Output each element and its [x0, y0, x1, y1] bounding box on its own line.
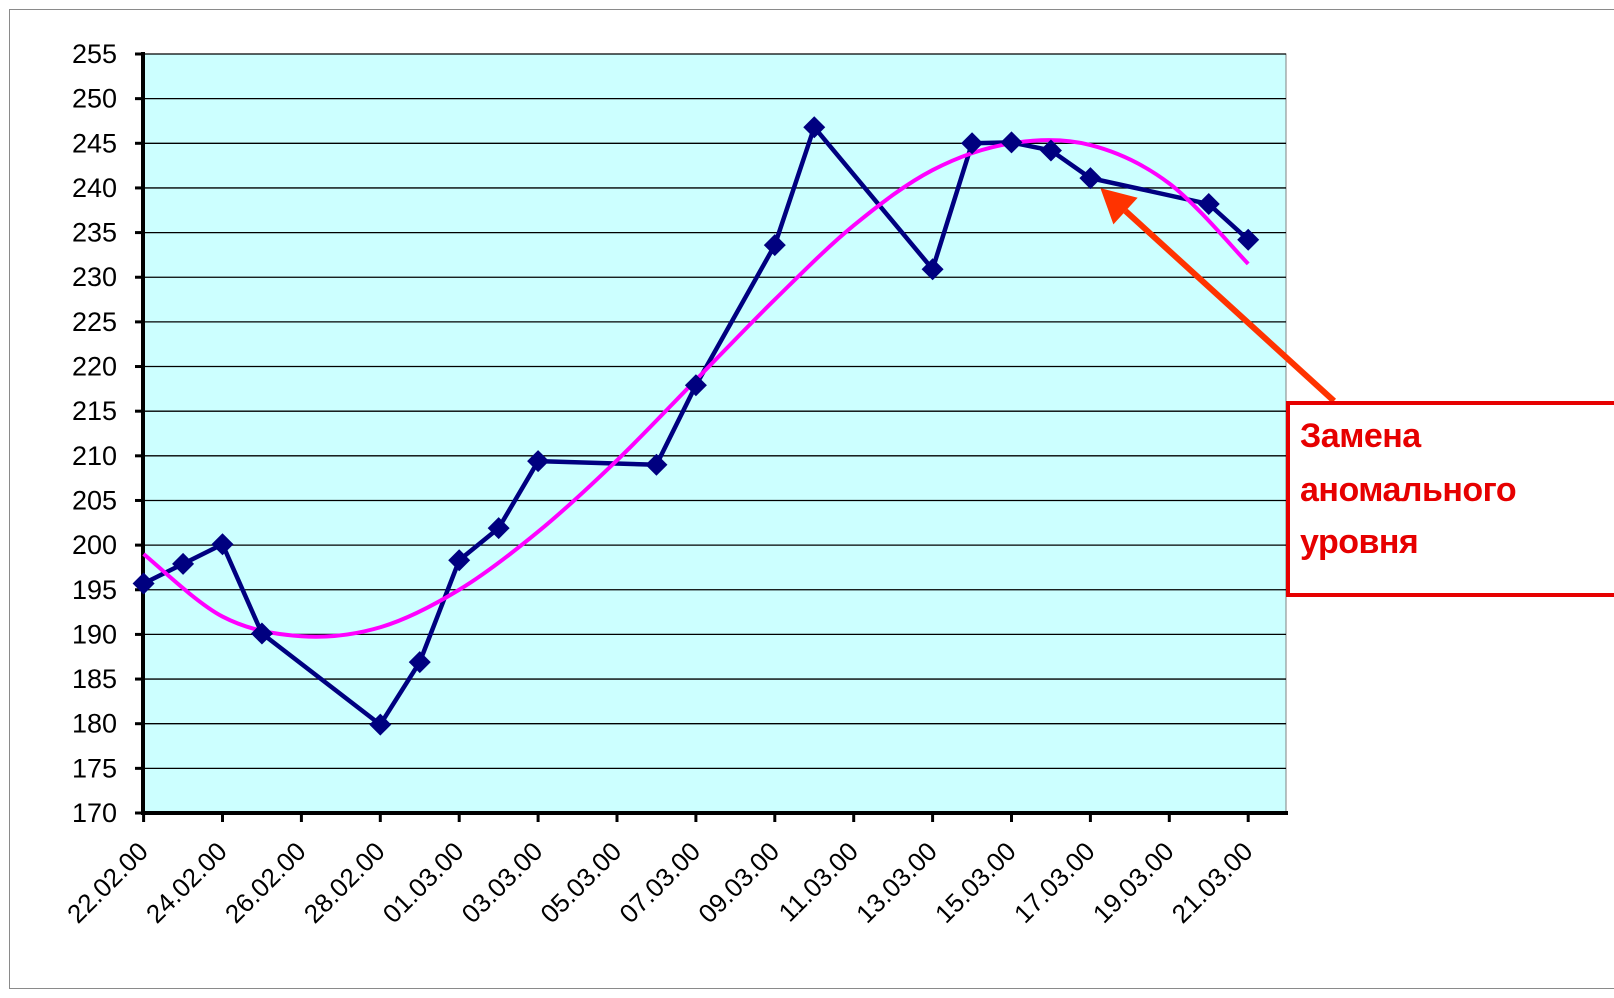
- data-point-marker: [645, 453, 668, 476]
- x-tick-label: 17.03.00: [1008, 836, 1101, 929]
- y-tick-label: 205: [72, 485, 117, 515]
- y-tick-label: 185: [72, 664, 117, 694]
- y-tick-label: 245: [72, 128, 117, 158]
- data-point-marker: [1197, 193, 1220, 216]
- x-tick-label: 13.03.00: [850, 836, 943, 929]
- x-tick-label: 01.03.00: [377, 836, 470, 929]
- x-tick-label: 19.03.00: [1087, 836, 1180, 929]
- data-point-marker: [763, 234, 786, 257]
- y-tick-label: 240: [72, 173, 117, 203]
- data-point-marker: [961, 132, 984, 155]
- x-tick-label: 24.02.00: [140, 836, 233, 929]
- y-tick-label: 175: [72, 753, 117, 783]
- data-point-marker: [1237, 228, 1260, 251]
- annotation-arrow-head: [1100, 188, 1138, 225]
- data-point-marker: [527, 450, 550, 473]
- annotation-box: Замена аномального уровня: [1286, 401, 1614, 597]
- data-point-marker: [369, 713, 392, 736]
- data-point-marker: [172, 552, 195, 575]
- x-tick-label: 11.03.00: [773, 836, 864, 927]
- data-point-marker: [1079, 167, 1102, 190]
- y-tick-label: 215: [72, 396, 117, 426]
- data-point-marker: [211, 533, 234, 556]
- data-point-marker: [250, 622, 273, 645]
- x-tick-label: 15.03.00: [929, 836, 1022, 929]
- x-tick-label: 07.03.00: [613, 836, 706, 929]
- annotation-arrow-shaft: [1123, 208, 1337, 404]
- x-tick-label: 26.02.00: [219, 836, 312, 929]
- y-tick-label: 180: [72, 709, 117, 739]
- y-tick-label: 210: [72, 441, 117, 471]
- plot-area: [142, 53, 1287, 814]
- data-point-marker: [921, 258, 944, 281]
- y-tick-label: 195: [72, 575, 117, 605]
- annotation-line-3: уровня: [1300, 523, 1419, 561]
- data-point-marker: [448, 549, 471, 572]
- y-tick-label: 225: [72, 307, 117, 337]
- data-point-marker: [803, 116, 826, 139]
- y-tick-label: 170: [72, 798, 117, 828]
- y-tick-label: 200: [72, 530, 117, 560]
- data-point-marker: [1039, 139, 1062, 162]
- data-point-marker: [408, 651, 431, 674]
- data-point-marker: [684, 374, 707, 397]
- y-tick-label: 230: [72, 262, 117, 292]
- data-point-marker: [132, 572, 155, 595]
- x-tick-label: 21.03.00: [1166, 836, 1259, 929]
- x-tick-label: 22.02.00: [61, 836, 154, 929]
- x-tick-label: 05.03.00: [534, 836, 627, 929]
- y-tick-label: 220: [72, 352, 117, 382]
- annotation-line-1: Замена: [1300, 417, 1421, 455]
- y-tick-label: 255: [72, 39, 117, 69]
- y-tick-label: 235: [72, 218, 117, 248]
- data-point-marker: [487, 517, 510, 540]
- chart-frame: [9, 9, 1614, 989]
- x-tick-label: 09.03.00: [692, 836, 785, 929]
- x-tick-label: 03.03.00: [456, 836, 549, 929]
- y-tick-label: 190: [72, 619, 117, 649]
- annotation-line-2: аномального: [1300, 471, 1517, 509]
- y-tick-label: 250: [72, 84, 117, 114]
- x-tick-label: 28.02.00: [298, 836, 391, 929]
- data-point-marker: [1000, 131, 1023, 154]
